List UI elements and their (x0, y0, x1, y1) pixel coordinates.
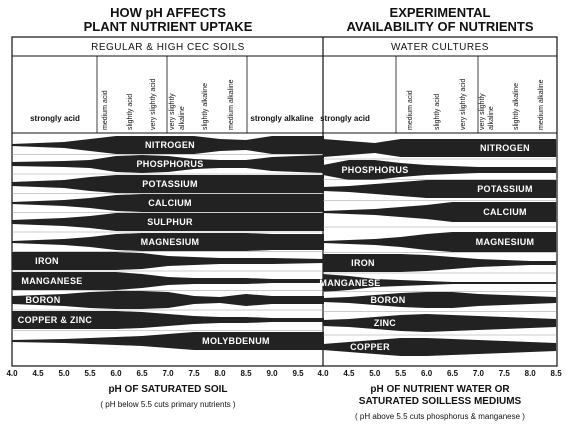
axis-note: ( pH above 5.5 cuts phosphorus & mangane… (355, 412, 525, 421)
zone-label: very slightly (479, 93, 486, 130)
nutrient-band (12, 311, 324, 329)
panel-title: PLANT NUTRIENT UPTAKE (84, 19, 253, 34)
axis-title: SATURATED SOILLESS MEDIUMS (359, 396, 522, 407)
axis-tick-label: 4.0 (6, 369, 18, 378)
zone-label: slightly alkaline (202, 83, 209, 130)
axis-tick-label: 9.0 (266, 369, 278, 378)
axis-tick-label: 7.0 (473, 369, 485, 378)
zone-label: medium acid (102, 90, 109, 130)
nutrient-label: NITROGEN (145, 140, 195, 150)
axis-title: pH OF NUTRIENT WATER OR (370, 384, 510, 395)
zone-label: very slightly acid (460, 79, 467, 130)
nutrient-band (323, 274, 557, 292)
nutrient-label: IRON (351, 258, 375, 268)
nutrient-label: BORON (26, 295, 61, 305)
axis-tick-label: 8.0 (214, 369, 226, 378)
zone-label: slightly acid (127, 94, 134, 130)
panel-subtitle: REGULAR & HIGH CEC SOILS (91, 42, 245, 53)
zone-label: strongly alkaline (250, 114, 314, 123)
nutrient-label: MAGNESIUM (141, 237, 200, 247)
axis-tick-label: 7.5 (188, 369, 200, 378)
nutrient-band (323, 160, 557, 180)
nutrient-label: COPPER & ZINC (18, 315, 93, 325)
nutrient-label: IRON (35, 256, 59, 266)
axis-tick-label: 5.0 (58, 369, 70, 378)
nutrient-band (323, 202, 557, 222)
nutrient-band (12, 136, 324, 154)
zone-label: medium alkaline (538, 79, 545, 130)
axis-tick-label: 5.5 (395, 369, 407, 378)
zone-label: medium alkaline (228, 79, 235, 130)
nutrient-label: COPPER (350, 342, 390, 352)
nutrient-band (323, 232, 557, 252)
zone-label: strongly acid (30, 114, 80, 123)
nutrient-band (323, 314, 557, 332)
nutrient-label: MANGANESE (21, 276, 82, 286)
axis-note: ( pH below 5.5 cuts primary nutrients ) (100, 400, 235, 409)
nutrient-label: POTASSIUM (477, 184, 533, 194)
nutrient-band (12, 233, 324, 251)
axis-tick-label: 8.5 (240, 369, 252, 378)
axis-tick-label: 4.5 (343, 369, 355, 378)
nutrient-band (323, 338, 557, 356)
axis-tick-label: 6.0 (421, 369, 433, 378)
nutrient-band (12, 194, 324, 212)
zone-label: alkaline (179, 106, 186, 130)
nutrient-label: NITROGEN (480, 143, 530, 153)
axis-tick-label: 8.5 (551, 369, 563, 378)
axis-tick-label: 7.0 (162, 369, 174, 378)
frame (11, 36, 558, 367)
zone-label: slightly alkaline (513, 83, 520, 130)
nutrient-label: MANGANESE (319, 278, 380, 288)
axis-tick-label: 8.0 (525, 369, 537, 378)
nutrient-label: MAGNESIUM (476, 237, 535, 247)
nutrient-label: PHOSPHORUS (341, 165, 408, 175)
nutrient-band (12, 213, 324, 231)
nutrient-band (323, 292, 557, 308)
zone-label: alkaline (488, 106, 495, 130)
zone-label: very slightly (169, 93, 176, 130)
nutrient-band (323, 254, 557, 272)
zone-label: slightly acid (434, 94, 441, 130)
panel-title: AVAILABILITY OF NUTRIENTS (346, 19, 533, 34)
axis-title: pH OF SATURATED SOIL (108, 384, 227, 395)
axis-tick-label: 5.5 (84, 369, 96, 378)
zone-label: very slightly acid (150, 79, 157, 130)
nutrient-label: CALCIUM (148, 198, 192, 208)
nutrient-band (12, 252, 324, 270)
panel-subtitle: WATER CULTURES (391, 42, 489, 53)
axis-tick-label: 6.0 (110, 369, 122, 378)
axis-tick-label: 6.5 (447, 369, 459, 378)
nutrient-band (323, 180, 557, 198)
panel-title: HOW pH AFFECTS (110, 5, 226, 20)
panel-title: EXPERIMENTAL (390, 5, 491, 20)
nutrient-label: SULPHUR (147, 217, 193, 227)
axis-tick-label: 6.5 (136, 369, 148, 378)
axis-tick-label: 7.5 (499, 369, 511, 378)
nutrient-label: POTASSIUM (142, 179, 198, 189)
nutrient-label: ZINC (374, 318, 396, 328)
nutrient-label: BORON (371, 295, 406, 305)
axis-tick-label: 9.5 (292, 369, 304, 378)
nutrient-label: MOLYBDENUM (202, 336, 270, 346)
axis-tick-label: 4.0 (317, 369, 329, 378)
nutrient-band (12, 272, 324, 290)
axis-tick-label: 4.5 (32, 369, 44, 378)
nutrient-label: CALCIUM (483, 207, 527, 217)
nutrient-band (12, 175, 324, 193)
axis-tick-label: 5.0 (369, 369, 381, 378)
nutrient-band (12, 155, 324, 173)
zone-label: strongly acid (320, 114, 370, 123)
nutrient-band (12, 291, 324, 309)
nutrient-label: PHOSPHORUS (136, 159, 203, 169)
zone-label: medium acid (407, 90, 414, 130)
nutrient-band (12, 332, 324, 350)
nutrient-band (323, 139, 557, 157)
